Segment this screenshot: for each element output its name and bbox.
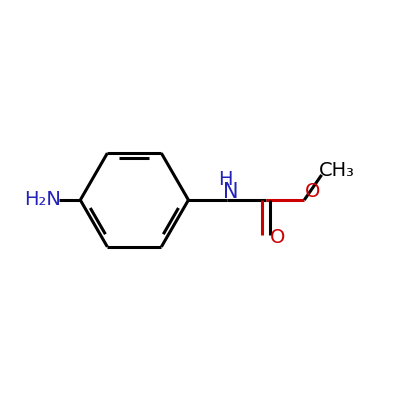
Text: H: H [218,170,232,190]
Text: H₂N: H₂N [24,190,61,209]
Text: N: N [223,182,239,202]
Text: O: O [270,228,285,247]
Text: CH₃: CH₃ [319,161,355,180]
Text: O: O [305,182,320,201]
